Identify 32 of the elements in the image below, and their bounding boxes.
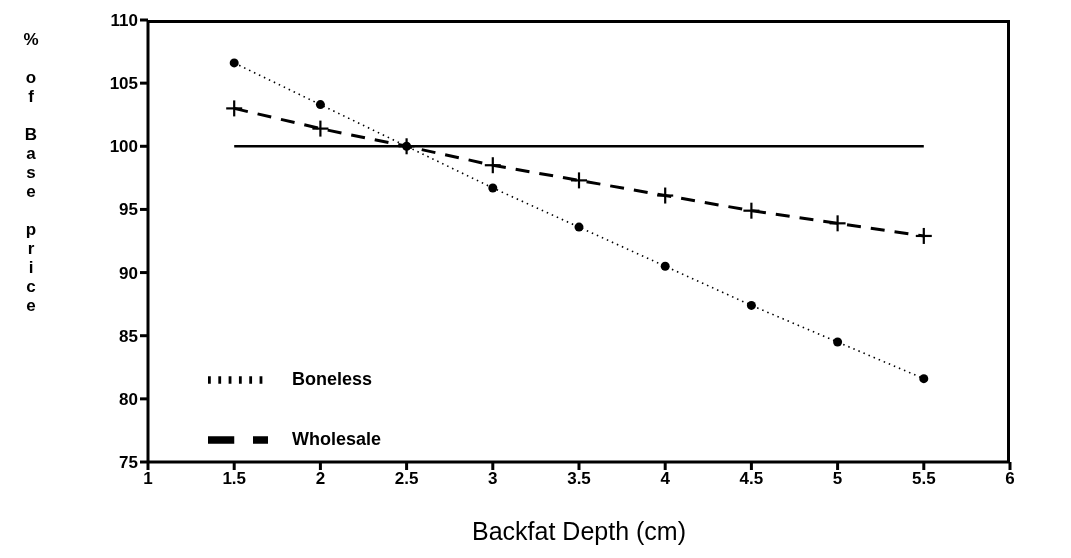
x-tick-label: 5.5 — [911, 469, 936, 489]
x-tick-label: 5 — [832, 469, 843, 489]
y-tick-label: 105 — [109, 74, 138, 94]
y-tick-label: 90 — [119, 263, 138, 283]
point — [574, 222, 584, 232]
legend-label: Boneless — [292, 368, 373, 389]
legend-label: Wholesale — [292, 428, 382, 449]
x-tick-label: 1.5 — [222, 469, 247, 489]
point — [919, 374, 929, 384]
x-tick-label: 2.5 — [394, 469, 419, 489]
point — [746, 300, 756, 310]
y-tick-label: 85 — [119, 326, 138, 346]
point — [315, 100, 325, 110]
y-tick-label: 80 — [119, 389, 138, 409]
point — [833, 337, 843, 347]
point — [488, 183, 498, 193]
x-tick-label: 4 — [660, 469, 671, 489]
y-tick-label: 75 — [119, 453, 138, 473]
text: % of Base price — [23, 30, 39, 315]
y-tick-label: 95 — [119, 200, 138, 220]
x-axis-title: Backfat Depth (cm) — [472, 517, 686, 545]
point — [229, 58, 239, 68]
y-tick-label: 100 — [109, 137, 138, 157]
point — [660, 261, 670, 271]
point — [402, 141, 412, 151]
y-tick-label: 110 — [110, 11, 138, 31]
x-tick-label: 3.5 — [567, 469, 591, 489]
x-tick-label: 3 — [488, 469, 498, 489]
x-tick-label: 1 — [143, 469, 153, 489]
x-tick-label: 2 — [315, 469, 326, 489]
x-tick-label: 6 — [1005, 469, 1015, 489]
x-tick-label: 4.5 — [739, 469, 764, 489]
